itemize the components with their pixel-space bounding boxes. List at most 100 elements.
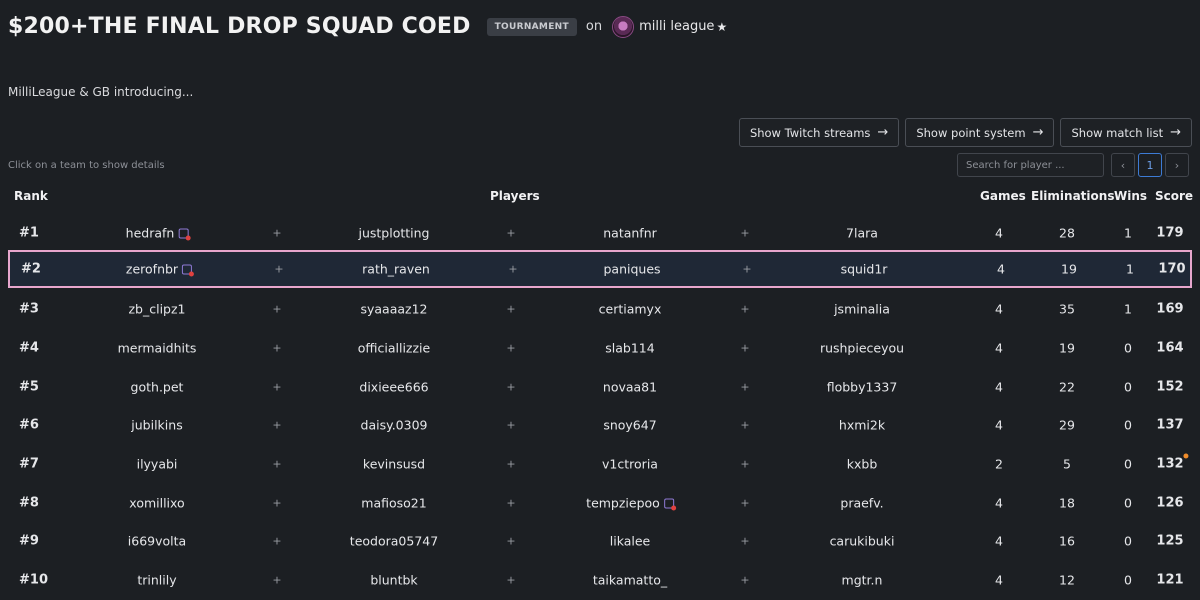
player-name[interactable]: goth.pet <box>131 380 184 395</box>
eliminations-cell: 29 <box>1059 418 1075 433</box>
player-name-text: paniques <box>603 261 661 277</box>
player-name[interactable]: ilyyabi <box>137 457 178 472</box>
player-name[interactable]: kevinsusd <box>363 457 425 472</box>
player-name-text: bluntbk <box>370 572 418 588</box>
next-page-button[interactable]: › <box>1165 153 1189 177</box>
plus-separator: + <box>506 573 516 587</box>
wins-cell: 0 <box>1124 380 1132 395</box>
player-name[interactable]: likalee <box>610 534 650 549</box>
score-cell: 121 <box>1156 573 1183 588</box>
table-row[interactable]: #2 zerofnbr rath_raven paniques squid1r + + +4 1… <box>8 250 1192 288</box>
player-name[interactable]: mermaidhits <box>118 341 197 356</box>
player-name[interactable]: novaa81 <box>603 380 657 395</box>
player-name[interactable]: justplotting <box>359 226 430 241</box>
player-name[interactable]: jsminalia <box>834 302 890 317</box>
plus-separator: + <box>506 496 516 510</box>
show-point-system-button[interactable]: Show point system → <box>905 118 1055 147</box>
rank-cell: #10 <box>19 573 48 588</box>
player-name[interactable]: snoy647 <box>603 418 656 433</box>
player-name-text: slab114 <box>605 340 655 356</box>
header-wins[interactable]: Wins <box>1114 189 1148 203</box>
player-name[interactable]: bluntbk <box>370 573 417 588</box>
table-row[interactable]: #4 mermaidhits officiallizzie slab114 rushpi… <box>0 329 1200 367</box>
wins-cell-text: 0 <box>1124 495 1132 511</box>
league-logo[interactable] <box>612 15 635 38</box>
eliminations-cell-text: 19 <box>1061 261 1077 277</box>
player-name[interactable]: hxmi2k <box>839 418 885 433</box>
header-score[interactable]: Score <box>1155 189 1194 203</box>
player-name[interactable]: rath_raven <box>362 262 430 277</box>
player-name[interactable]: squid1r <box>841 262 888 277</box>
show-twitch-streams-button[interactable]: Show Twitch streams → <box>738 118 900 147</box>
action-buttons: Show Twitch streams → Show point system → … <box>738 118 1192 147</box>
player-search-input[interactable] <box>957 153 1104 177</box>
player-name[interactable]: flobby1337 <box>827 380 898 395</box>
player-name-text: rushpieceyou <box>819 340 905 356</box>
league-link[interactable]: milli league <box>639 19 715 34</box>
player-name[interactable]: i669volta <box>128 534 186 549</box>
player-name[interactable]: xomillixo <box>129 496 184 511</box>
arrow-right-icon: → <box>1032 125 1044 140</box>
player-name[interactable]: certiamyx <box>599 302 662 317</box>
player-name[interactable]: slab114 <box>605 341 654 356</box>
page-1-button[interactable]: 1 <box>1138 153 1162 177</box>
rank-cell-text: #5 <box>19 379 39 395</box>
games-cell-text: 4 <box>995 301 1003 317</box>
plus-separator: + <box>272 418 282 432</box>
games-cell: 4 <box>995 496 1003 511</box>
score-cell: 125 <box>1156 534 1183 549</box>
wins-cell: 1 <box>1124 226 1132 241</box>
table-row[interactable]: #6 jubilkins daisy.0309 snoy647 hxmi2k + + +4 29… <box>0 406 1200 444</box>
wins-cell-text: 0 <box>1124 417 1132 433</box>
header-eliminations[interactable]: Eliminations <box>1031 189 1115 203</box>
player-name[interactable]: officiallizzie <box>358 341 430 356</box>
table-row[interactable]: #9 i669volta teodora05747 likalee carukibuki… <box>0 522 1200 560</box>
table-row[interactable]: #7 ilyyabi kevinsusd v1ctroria kxbb + + +2 5 0 132 <box>0 445 1200 483</box>
prev-page-button[interactable]: ‹ <box>1111 153 1135 177</box>
player-name[interactable]: dixieee666 <box>359 380 428 395</box>
plus-separator: + <box>506 534 516 548</box>
player-name[interactable]: natanfnr <box>603 226 657 241</box>
twitch-live-icon[interactable] <box>178 228 191 241</box>
header-games[interactable]: Games <box>980 189 1026 203</box>
table-row[interactable]: #1 hedrafn justplotting natanfnr 7lara + + +4 28… <box>0 214 1200 252</box>
header-rank[interactable]: Rank <box>14 189 48 203</box>
player-name[interactable]: 7lara <box>846 226 878 241</box>
table-row[interactable]: #8 xomillixo mafioso21 tempziepoo praefv. + + +… <box>0 484 1200 522</box>
player-name[interactable]: rushpieceyou <box>820 341 904 356</box>
player-name[interactable]: zerofnbr <box>126 262 195 277</box>
notice-dot-icon <box>1183 453 1189 459</box>
plus-separator: + <box>740 302 750 316</box>
rank-cell: #2 <box>21 262 41 277</box>
rank-cell: #6 <box>19 418 39 433</box>
player-name[interactable]: teodora05747 <box>350 534 438 549</box>
player-name[interactable]: zb_clipz1 <box>128 302 185 317</box>
table-row[interactable]: #3 zb_clipz1 syaaaaz12 certiamyx jsminalia + +… <box>0 290 1200 328</box>
player-name[interactable]: syaaaaz12 <box>360 302 427 317</box>
table-row[interactable]: #5 goth.pet dixieee666 novaa81 flobby1337 + + +… <box>0 368 1200 406</box>
player-name[interactable]: daisy.0309 <box>361 418 428 433</box>
tournament-badge: TOURNAMENT <box>486 17 577 36</box>
show-match-list-button[interactable]: Show match list → <box>1060 118 1192 147</box>
player-name[interactable]: mafioso21 <box>361 496 426 511</box>
star-icon[interactable]: ★ <box>716 19 728 34</box>
player-name[interactable]: praefv. <box>840 496 883 511</box>
player-name[interactable]: carukibuki <box>830 534 895 549</box>
player-name[interactable]: tempziepoo <box>586 496 676 511</box>
player-name[interactable]: hedrafn <box>126 226 191 241</box>
player-name[interactable]: taikamatto_ <box>593 573 667 588</box>
player-name-text: squid1r <box>840 261 888 277</box>
player-name[interactable]: jubilkins <box>131 418 182 433</box>
player-name-text: novaa81 <box>602 379 658 395</box>
player-name-text: xomillixo <box>129 495 185 511</box>
table-row[interactable]: #10 trinlily bluntbk taikamatto_ mgtr.n + + +4 1… <box>0 561 1200 599</box>
player-name[interactable]: v1ctroria <box>602 457 658 472</box>
twitch-live-icon[interactable] <box>182 264 195 277</box>
player-name[interactable]: paniques <box>603 262 660 277</box>
player-name-text: zb_clipz1 <box>128 301 186 317</box>
player-name[interactable]: mgtr.n <box>842 573 883 588</box>
player-name[interactable]: kxbb <box>847 457 878 472</box>
twitch-live-icon[interactable] <box>663 498 676 511</box>
plus-separator: + <box>740 496 750 510</box>
player-name[interactable]: trinlily <box>137 573 176 588</box>
